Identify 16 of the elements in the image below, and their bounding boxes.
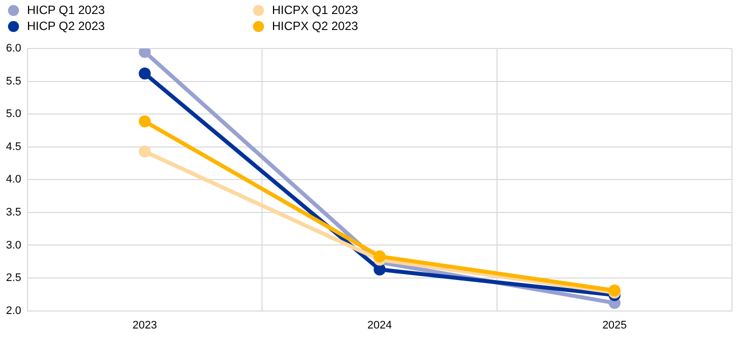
legend-label: HICPX Q2 2023 bbox=[272, 19, 358, 33]
x-tick-label: 2023 bbox=[132, 319, 157, 332]
legend-label: HICP Q1 2023 bbox=[27, 3, 105, 17]
text: 5.5 bbox=[6, 75, 22, 88]
y-tick-label: 5.0 bbox=[6, 108, 22, 120]
legend-label: HICP Q2 2023 bbox=[27, 19, 105, 33]
y-tick-label: 4.0 bbox=[6, 174, 22, 186]
text: 3.5 bbox=[6, 206, 22, 219]
y-tick-label: 6.0 bbox=[6, 42, 22, 55]
x-tick-label: 2024 bbox=[367, 319, 392, 332]
x-tick-label: 2025 bbox=[602, 319, 627, 332]
y-tick-label: 2.0 bbox=[6, 304, 22, 317]
text: 2.5 bbox=[6, 272, 22, 284]
y-tick-label: 3.0 bbox=[6, 239, 22, 252]
legend-label: HICPX Q1 2023 bbox=[272, 3, 358, 17]
text: 4.5 bbox=[6, 140, 22, 153]
